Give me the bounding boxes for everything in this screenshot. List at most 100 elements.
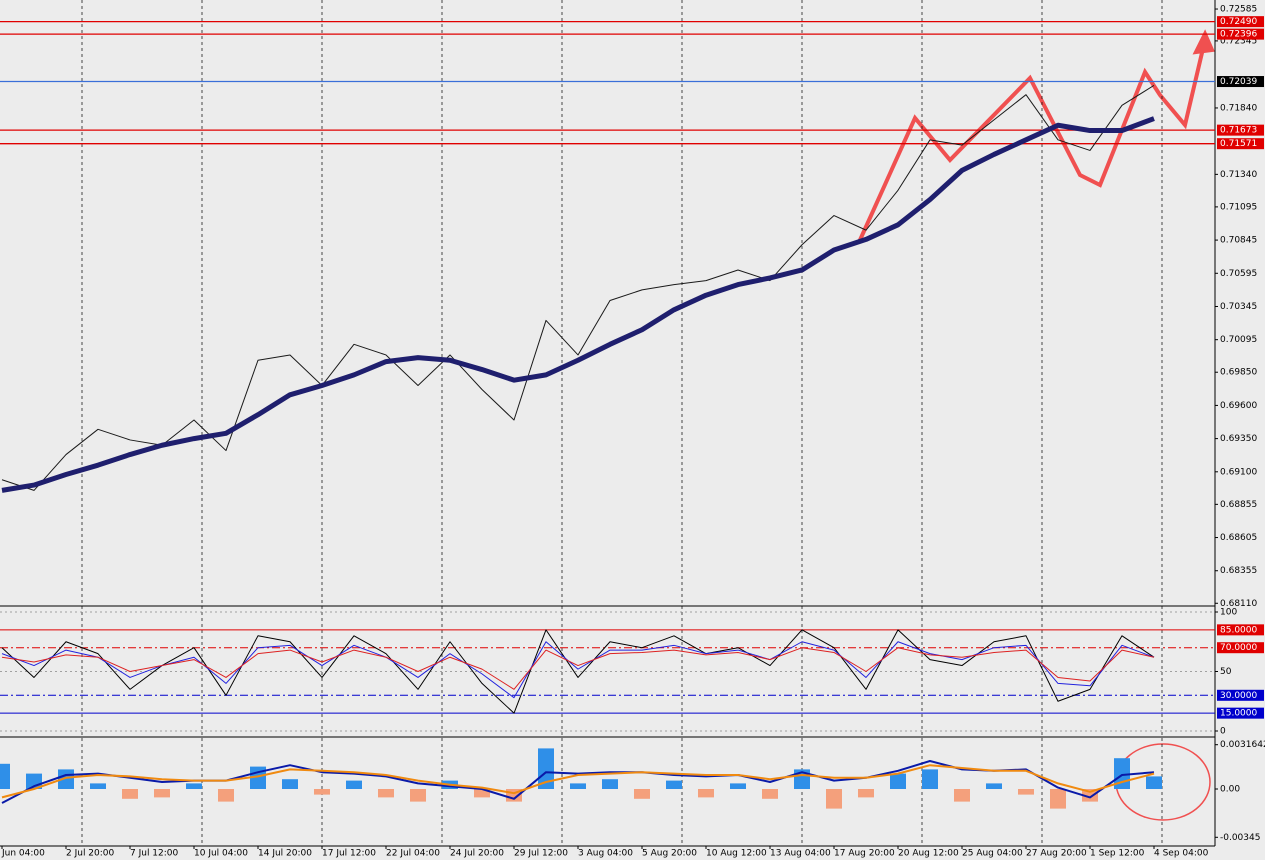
trend-arrows bbox=[858, 38, 1207, 242]
y-tick-label: 0 bbox=[1220, 727, 1226, 737]
y-tick-label: 100 bbox=[1220, 608, 1237, 618]
y-tick-label: 0.71840 bbox=[1220, 103, 1257, 113]
histogram-bar bbox=[314, 789, 330, 795]
level-box bbox=[1217, 624, 1264, 636]
x-tick-label: 10 Jul 04:00 bbox=[194, 849, 248, 859]
y-tick-label: 0.68355 bbox=[1220, 566, 1257, 576]
y-tick-label: 0.69850 bbox=[1220, 368, 1257, 378]
y-tick-label: 0.71340 bbox=[1220, 170, 1257, 180]
level-label: 0.72396 bbox=[1220, 30, 1257, 40]
histogram-bar bbox=[730, 783, 746, 789]
series-line bbox=[1, 629, 1155, 714]
level-label: 85.0000 bbox=[1220, 625, 1257, 635]
histogram-bar bbox=[218, 789, 234, 802]
histogram-bar bbox=[346, 780, 362, 789]
y-tick-label: 0.68110 bbox=[1220, 599, 1257, 609]
x-tick-label: 24 Jul 20:00 bbox=[450, 849, 504, 859]
y-tick-label: 0.70595 bbox=[1220, 269, 1257, 279]
y-tick-label: 0.0031642 bbox=[1220, 740, 1265, 750]
x-tick-label: 17 Aug 20:00 bbox=[834, 849, 895, 859]
y-tick-label: 0.00 bbox=[1220, 785, 1240, 795]
x-tick-label: 5 Aug 20:00 bbox=[642, 849, 697, 859]
x-tick-label: 14 Jul 20:00 bbox=[258, 849, 312, 859]
y-tick-label: 0.68605 bbox=[1220, 533, 1257, 543]
x-tick-label: 7 Jul 12:00 bbox=[130, 849, 179, 859]
x-tick-label: 27 Aug 20:00 bbox=[1026, 849, 1087, 859]
level-box bbox=[1217, 642, 1264, 654]
x-tick-label: 25 Aug 04:00 bbox=[962, 849, 1023, 859]
y-tick-label: 0.68855 bbox=[1220, 500, 1257, 510]
level-label: 0.72490 bbox=[1220, 17, 1257, 27]
y-tick-label: 0.72585 bbox=[1220, 5, 1257, 15]
x-tick-label: 1 Sep 12:00 bbox=[1090, 849, 1145, 859]
histogram-bar bbox=[922, 769, 938, 789]
histogram-bar bbox=[826, 789, 842, 809]
y-tick-label: 0.70345 bbox=[1220, 302, 1257, 312]
histogram-bar bbox=[282, 779, 298, 789]
level-box bbox=[1217, 689, 1264, 701]
series-line bbox=[1, 641, 1155, 699]
x-tick-label: 4 Sep 04:00 bbox=[1154, 849, 1209, 859]
x-tick-label: 2 Jul 20:00 bbox=[66, 849, 115, 859]
x-tick-label: 29 Jul 12:00 bbox=[514, 849, 568, 859]
y-tick-label: 0.69350 bbox=[1220, 434, 1257, 444]
series-line bbox=[1, 116, 1155, 493]
histogram-bar bbox=[602, 779, 618, 789]
histogram-bar bbox=[90, 783, 106, 789]
level-label: 0.71571 bbox=[1220, 139, 1257, 149]
histogram-bar bbox=[954, 789, 970, 802]
level-box bbox=[1217, 28, 1264, 40]
y-tick-label: 0.69100 bbox=[1220, 467, 1257, 477]
histogram-bar bbox=[186, 783, 202, 789]
histogram-bar bbox=[474, 789, 490, 798]
histogram-bar bbox=[858, 789, 874, 798]
y-tick-label: 50 bbox=[1220, 667, 1232, 677]
x-tick-label: 22 Jul 04:00 bbox=[386, 849, 440, 859]
series-line bbox=[1, 764, 1155, 799]
histogram-bar bbox=[1050, 789, 1066, 809]
level-box bbox=[1217, 76, 1264, 88]
y-tick-label: 0.71095 bbox=[1220, 202, 1257, 212]
y-tick-label: 0.72345 bbox=[1220, 36, 1257, 46]
level-label: 0.72039 bbox=[1220, 77, 1257, 87]
series-line bbox=[1, 647, 1155, 690]
x-tick-label: 3 Aug 04:00 bbox=[578, 849, 633, 859]
histogram-bar bbox=[0, 763, 10, 789]
histogram-bar bbox=[1082, 789, 1098, 802]
histogram-bar bbox=[986, 783, 1002, 789]
y-tick-label: 0.70095 bbox=[1220, 335, 1257, 345]
y-tick-label: -0.00345 bbox=[1220, 833, 1260, 843]
histogram-bar bbox=[538, 748, 554, 789]
x-tick-label: 13 Aug 04:00 bbox=[770, 849, 831, 859]
x-tick-label: 10 Aug 12:00 bbox=[706, 849, 767, 859]
level-box bbox=[1217, 138, 1264, 150]
histogram-bar bbox=[1146, 776, 1162, 789]
histogram-bar bbox=[378, 789, 394, 798]
histogram-bar bbox=[890, 773, 906, 789]
histogram-bar bbox=[762, 789, 778, 799]
histogram-bar bbox=[154, 789, 170, 798]
x-tick-label: 17 Jul 12:00 bbox=[322, 849, 376, 859]
level-box bbox=[1217, 124, 1264, 136]
level-label: 15.0000 bbox=[1220, 709, 1257, 719]
histogram-bar bbox=[410, 789, 426, 802]
y-tick-label: 0.70845 bbox=[1220, 236, 1257, 246]
level-label: 30.0000 bbox=[1220, 691, 1257, 701]
series-line bbox=[1, 84, 1155, 491]
histogram-bar bbox=[698, 789, 714, 798]
y-tick-label: 0.69600 bbox=[1220, 401, 1257, 411]
arrow-head bbox=[1192, 29, 1215, 55]
x-tick-label: 20 Aug 12:00 bbox=[898, 849, 959, 859]
histogram-bar bbox=[570, 783, 586, 789]
histogram-bar bbox=[122, 789, 138, 799]
histogram-bar bbox=[666, 780, 682, 789]
histogram-bar bbox=[1018, 789, 1034, 795]
x-tick-label: Jun 04:00 bbox=[1, 849, 45, 859]
level-box bbox=[1217, 707, 1264, 719]
histogram-bar bbox=[634, 789, 650, 799]
level-box bbox=[1217, 16, 1264, 28]
level-label: 0.71673 bbox=[1220, 126, 1257, 136]
level-label: 70.0000 bbox=[1220, 643, 1257, 653]
